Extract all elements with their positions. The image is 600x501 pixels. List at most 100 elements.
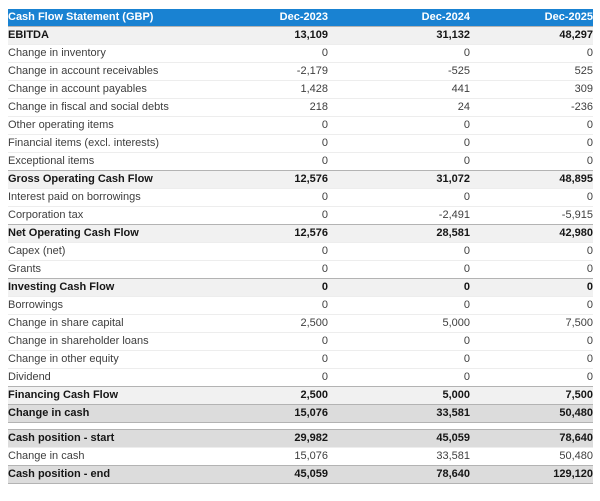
value-cell: 33,581 bbox=[328, 447, 470, 466]
row-label: Financial items (excl. interests) bbox=[8, 134, 208, 153]
row-label: Net Operating Cash Flow bbox=[8, 224, 208, 243]
value-cell: 0 bbox=[208, 242, 328, 261]
row-label: Change in cash bbox=[8, 447, 208, 466]
value-cell: 0 bbox=[470, 332, 593, 351]
value-cell: 0 bbox=[208, 260, 328, 279]
value-cell: 31,132 bbox=[328, 26, 470, 45]
value-cell: 0 bbox=[208, 134, 328, 153]
value-cell: 0 bbox=[470, 368, 593, 387]
value-cell: 2,500 bbox=[208, 314, 328, 333]
value-cell: 0 bbox=[328, 350, 470, 369]
value-cell: 7,500 bbox=[470, 314, 593, 333]
value-cell: 0 bbox=[328, 332, 470, 351]
value-cell: -236 bbox=[470, 98, 593, 117]
table-row: Cash position - start 29,982 45,059 78,640 bbox=[8, 429, 593, 448]
value-cell: 0 bbox=[470, 152, 593, 171]
value-cell: 0 bbox=[470, 278, 593, 297]
value-cell: 0 bbox=[470, 188, 593, 207]
table-row: Change in other equity 0 0 0 bbox=[8, 350, 593, 369]
row-label: Dividend bbox=[8, 368, 208, 387]
row-label: Grants bbox=[8, 260, 208, 279]
cash-flow-table: Cash Flow Statement (GBP) Dec-2023 Dec-2… bbox=[8, 9, 593, 484]
spacer-row bbox=[8, 422, 593, 430]
cash-flow-statement-page: Cash Flow Statement (GBP) Dec-2023 Dec-2… bbox=[8, 9, 593, 484]
table-row: Borrowings 0 0 0 bbox=[8, 296, 593, 315]
value-cell: 0 bbox=[470, 134, 593, 153]
value-cell: -2,179 bbox=[208, 62, 328, 81]
column-header-dec-2025: Dec-2025 bbox=[470, 9, 593, 27]
value-cell: 0 bbox=[208, 368, 328, 387]
row-label: Change in fiscal and social debts bbox=[8, 98, 208, 117]
value-cell: 0 bbox=[328, 278, 470, 297]
value-cell: 50,480 bbox=[470, 404, 593, 423]
row-label: Borrowings bbox=[8, 296, 208, 315]
table-row: Change in cash 15,076 33,581 50,480 bbox=[8, 404, 593, 423]
table-row: Change in fiscal and social debts 218 24 -2… bbox=[8, 98, 593, 117]
value-cell: 5,000 bbox=[328, 386, 470, 405]
table-row: Corporation tax 0 -2,491 -5,915 bbox=[8, 206, 593, 225]
row-label: Interest paid on borrowings bbox=[8, 188, 208, 207]
row-label: Corporation tax bbox=[8, 206, 208, 225]
value-cell: 0 bbox=[470, 260, 593, 279]
value-cell: 0 bbox=[208, 116, 328, 135]
value-cell: 12,576 bbox=[208, 170, 328, 189]
row-label: Cash position - start bbox=[8, 429, 208, 448]
value-cell: 525 bbox=[470, 62, 593, 81]
table-row: Change in shareholder loans 0 0 0 bbox=[8, 332, 593, 351]
value-cell: 29,982 bbox=[208, 429, 328, 448]
value-cell: 309 bbox=[470, 80, 593, 99]
row-label: Exceptional items bbox=[8, 152, 208, 171]
value-cell: 7,500 bbox=[470, 386, 593, 405]
value-cell: 0 bbox=[470, 296, 593, 315]
row-label: Change in share capital bbox=[8, 314, 208, 333]
value-cell: 48,297 bbox=[470, 26, 593, 45]
value-cell: 0 bbox=[470, 116, 593, 135]
row-label: EBITDA bbox=[8, 26, 208, 45]
table-row: Financial items (excl. interests) 0 0 0 bbox=[8, 134, 593, 153]
table-row: Change in account payables 1,428 441 309 bbox=[8, 80, 593, 99]
value-cell: 28,581 bbox=[328, 224, 470, 243]
row-label: Change in other equity bbox=[8, 350, 208, 369]
value-cell: 13,109 bbox=[208, 26, 328, 45]
table-row: EBITDA 13,109 31,132 48,297 bbox=[8, 26, 593, 45]
value-cell: 0 bbox=[328, 368, 470, 387]
row-label: Change in account payables bbox=[8, 80, 208, 99]
value-cell: 78,640 bbox=[328, 465, 470, 484]
value-cell: 0 bbox=[470, 44, 593, 63]
table-row: Exceptional items 0 0 0 bbox=[8, 152, 593, 171]
row-label: Investing Cash Flow bbox=[8, 278, 208, 297]
value-cell: 441 bbox=[328, 80, 470, 99]
table-row: Change in account receivables -2,179 -525 5… bbox=[8, 62, 593, 81]
table-row: Change in inventory 0 0 0 bbox=[8, 44, 593, 63]
value-cell: 0 bbox=[328, 152, 470, 171]
table-header-row: Cash Flow Statement (GBP) Dec-2023 Dec-2… bbox=[8, 9, 593, 27]
row-label: Change in inventory bbox=[8, 44, 208, 63]
value-cell: 2,500 bbox=[208, 386, 328, 405]
table-row: Grants 0 0 0 bbox=[8, 260, 593, 279]
column-header-dec-2024: Dec-2024 bbox=[328, 9, 470, 27]
value-cell: 0 bbox=[208, 206, 328, 225]
value-cell: 0 bbox=[470, 350, 593, 369]
table-title: Cash Flow Statement (GBP) bbox=[8, 9, 208, 27]
table-body: EBITDA 13,109 31,132 48,297 Change in invent… bbox=[8, 26, 593, 484]
value-cell: 45,059 bbox=[328, 429, 470, 448]
table-row: Net Operating Cash Flow 12,576 28,581 42,98… bbox=[8, 224, 593, 243]
row-label: Change in cash bbox=[8, 404, 208, 423]
value-cell: 45,059 bbox=[208, 465, 328, 484]
spacer-cell bbox=[8, 422, 593, 430]
value-cell: 0 bbox=[328, 116, 470, 135]
value-cell: 218 bbox=[208, 98, 328, 117]
value-cell: 0 bbox=[328, 296, 470, 315]
value-cell: 15,076 bbox=[208, 447, 328, 466]
value-cell: 42,980 bbox=[470, 224, 593, 243]
value-cell: 0 bbox=[208, 278, 328, 297]
value-cell: 0 bbox=[328, 188, 470, 207]
row-label: Gross Operating Cash Flow bbox=[8, 170, 208, 189]
value-cell: 0 bbox=[328, 260, 470, 279]
table-row: Interest paid on borrowings 0 0 0 bbox=[8, 188, 593, 207]
row-label: Cash position - end bbox=[8, 465, 208, 484]
value-cell: 129,120 bbox=[470, 465, 593, 484]
value-cell: 0 bbox=[328, 242, 470, 261]
table-row: Dividend 0 0 0 bbox=[8, 368, 593, 387]
value-cell: 0 bbox=[208, 350, 328, 369]
